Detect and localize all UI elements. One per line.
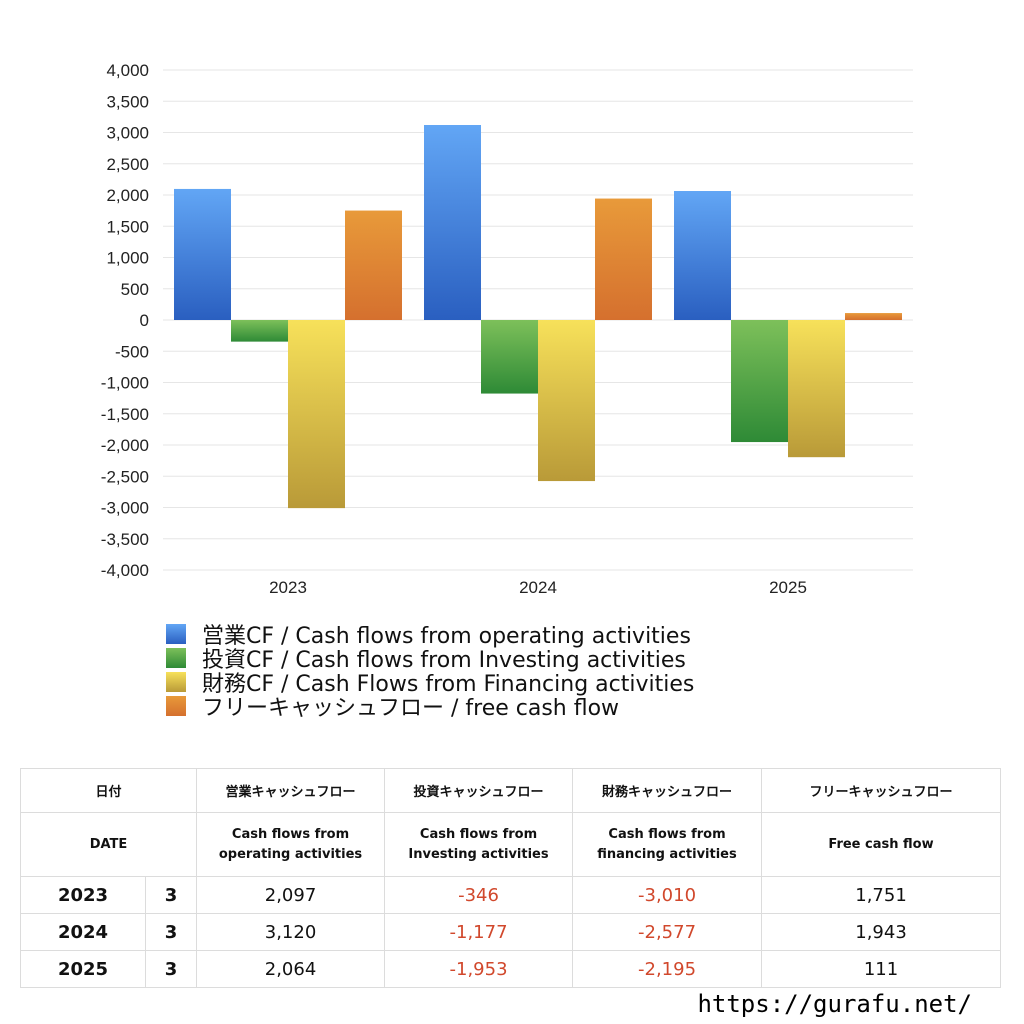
bar-series3-2024 [595,198,652,320]
x-tick-label: 2025 [769,578,807,597]
row-operating: 3,120 [196,913,386,951]
bar-series3-2025 [845,313,902,320]
y-tick-label: 2,000 [106,186,149,205]
header-investing-en: Cash flows from Investing activities [384,812,574,877]
header-operating-en: Cash flows from operating activities [196,812,386,877]
header-investing-line2: Investing activities [408,846,549,862]
y-tick-label: 500 [121,280,149,299]
row-operating: 2,097 [196,876,386,914]
site-url[interactable]: https://gurafu.net/ [697,990,972,1018]
table-header-en: DATE Cash flows from operating activities… [19,812,1002,877]
y-tick-label: -4,000 [101,561,149,580]
bar-series1-2023 [231,320,288,342]
bar-series2-2024 [538,320,595,482]
row-month: 3 [144,913,198,951]
table-row: 2024 3 3,120 -1,177 -2,577 1,943 [20,913,1002,951]
row-investing: -1,177 [384,913,574,951]
table-row: 2023 3 2,097 -346 -3,010 1,751 [20,876,1002,914]
bar-series1-2025 [731,320,788,443]
y-tick-label: -1,000 [101,374,149,393]
y-tick-label: 1,000 [106,249,149,268]
row-free: 1,943 [761,913,1002,951]
row-investing: -346 [384,876,574,914]
header-investing-line1: Cash flows from [419,826,538,842]
y-tick-label: 3,000 [106,124,149,143]
header-free-en: Free cash flow [761,812,1002,877]
legend-swatch-operating [166,624,186,644]
header-financing-en: Cash flows from financing activities [572,812,763,877]
row-year: 2025 [20,950,146,988]
legend-label-investing: 投資CF / Cash flows from Investing activit… [202,648,686,673]
legend-swatch-financing [166,672,186,692]
header-financing-line2: financing activities [597,846,737,862]
y-tick-label: 3,500 [106,92,149,111]
legend-swatch-investing [166,648,186,668]
row-investing: -1,953 [384,950,574,988]
row-free: 111 [761,950,1002,988]
row-financing: -2,577 [572,913,763,951]
header-operating-jp: 営業キャッシュフロー [196,768,386,813]
table-header-jp: 日付 営業キャッシュフロー 投資キャッシュフロー 財務キャッシュフロー フリーキ… [19,768,1002,813]
table-row: 2025 3 2,064 -1,953 -2,195 111 [20,950,1002,988]
bar-series2-2025 [788,320,845,458]
bars [174,125,902,509]
bar-series3-2023 [345,210,402,320]
y-tick-label: 1,500 [106,217,149,236]
row-month: 3 [144,950,198,988]
header-date-jp: 日付 [19,768,198,813]
x-tick-label: 2024 [519,578,557,597]
header-operating-line1: Cash flows from [231,826,350,842]
bar-series1-2024 [481,320,538,394]
bar-series0-2024 [424,125,481,320]
row-year: 2023 [20,876,146,914]
row-free: 1,751 [761,876,1002,914]
row-financing: -2,195 [572,950,763,988]
header-financing-jp: 財務キャッシュフロー [572,768,763,813]
y-tick-label: -3,500 [101,530,149,549]
bar-series0-2025 [674,191,731,320]
legend-swatch-free [166,696,186,716]
header-free-jp: フリーキャッシュフロー [761,768,1002,813]
y-tick-label: -2,500 [101,467,149,486]
legend-item-investing: 投資CF / Cash flows from Investing activit… [166,646,694,673]
chart-legend: 営業CF / Cash flows from operating activit… [166,622,694,721]
bar-series2-2023 [288,320,345,509]
row-year: 2024 [20,913,146,951]
header-operating-line2: operating activities [218,846,363,862]
legend-label-operating: 営業CF / Cash flows from operating activit… [202,624,691,649]
legend-item-free: フリーキャッシュフロー / free cash flow [166,694,694,721]
cash-flow-table: 日付 営業キャッシュフロー 投資キャッシュフロー 財務キャッシュフロー フリーキ… [19,768,1002,988]
legend-item-financing: 財務CF / Cash Flows from Financing activit… [166,670,694,697]
legend-label-financing: 財務CF / Cash Flows from Financing activit… [202,672,695,697]
bar-series0-2023 [174,188,231,320]
y-tick-label: -3,000 [101,499,149,518]
row-financing: -3,010 [572,876,763,914]
legend-label-free: フリーキャッシュフロー / free cash flow [202,696,620,721]
x-tick-label: 2023 [269,578,307,597]
y-tick-label: 4,000 [106,61,149,80]
row-month: 3 [144,876,198,914]
y-tick-label: -1,500 [101,405,149,424]
axis-labels: 4,000 3,500 3,000 2,500 2,000 1,500 1,000 500 0 -… [101,61,807,597]
header-financing-line1: Cash flows from [608,826,726,842]
y-tick-label: 0 [140,311,149,330]
row-operating: 2,064 [196,950,386,988]
y-tick-label: -500 [115,342,149,361]
header-date-en: DATE [19,812,198,877]
cash-flow-chart: 4,000 3,500 3,000 2,500 2,000 1,500 1,000 500 0 -… [101,61,913,597]
legend-item-operating: 営業CF / Cash flows from operating activit… [166,622,694,649]
y-tick-label: 2,500 [106,155,149,174]
header-investing-jp: 投資キャッシュフロー [384,768,574,813]
y-tick-label: -2,000 [101,436,149,455]
